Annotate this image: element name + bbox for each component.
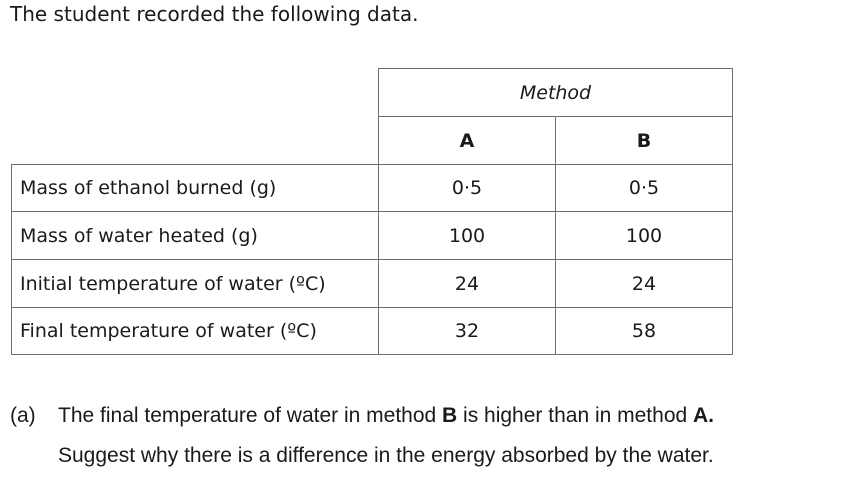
question-number: (a) [10, 404, 36, 427]
cell-value: 100 [555, 211, 733, 260]
row-label: Mass of water heated (g) [11, 211, 379, 260]
cell-value: 0·5 [555, 164, 733, 212]
row-label: Mass of ethanol burned (g) [11, 164, 379, 212]
question-line-1: The final temperature of water in method… [58, 404, 714, 428]
row-label: Initial temperature of water (ºC) [11, 259, 379, 308]
intro-text: The student recorded the following data. [10, 2, 419, 26]
cell-value: 100 [378, 211, 556, 260]
cell-value: 24 [555, 259, 733, 308]
column-header-b: B [555, 116, 733, 165]
column-header-a: A [378, 116, 556, 165]
method-header: Method [378, 68, 733, 117]
method-b-ref: B [442, 404, 458, 427]
question-line-2: Suggest why there is a difference in the… [58, 444, 714, 467]
cell-value: 24 [378, 259, 556, 308]
question-text: The final temperature of water in method [58, 404, 443, 427]
row-label: Final temperature of water (ºC) [11, 307, 379, 355]
cell-value: 58 [555, 307, 733, 355]
cell-value: 32 [378, 307, 556, 355]
method-a-ref: A. [693, 404, 715, 427]
question-text: is higher than in method [457, 404, 694, 427]
cell-value: 0·5 [378, 164, 556, 212]
